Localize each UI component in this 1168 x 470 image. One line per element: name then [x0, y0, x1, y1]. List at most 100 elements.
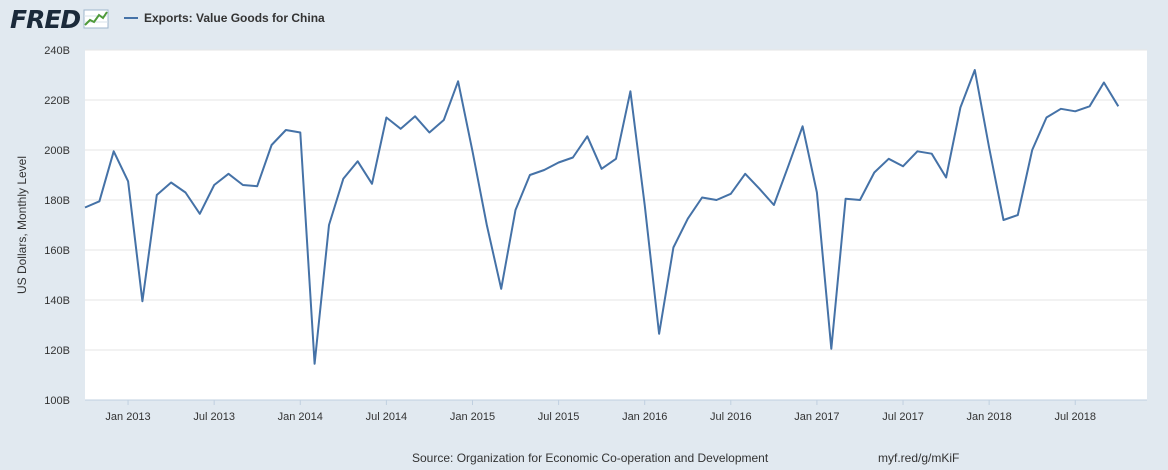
data-point[interactable]: [916, 150, 918, 152]
data-point[interactable]: [830, 348, 832, 350]
data-point[interactable]: [730, 193, 732, 195]
x-ticks: Jan 2013 Jul 2013 Jan 2014 Jul 2014 Jan 2015…: [85, 399, 1147, 423]
data-point[interactable]: [759, 188, 761, 190]
legend-swatch: [124, 17, 138, 19]
fred-graph-icon: [83, 9, 109, 29]
x-tick-label: Jan 2017: [794, 411, 839, 423]
y-tick-labels: 100B 120B 140B 160B 180B 200B 220B 240B: [44, 45, 70, 407]
y-tick-label: 180B: [44, 195, 70, 207]
data-point[interactable]: [471, 150, 473, 152]
data-point[interactable]: [715, 199, 717, 201]
data-point[interactable]: [84, 207, 86, 209]
x-tick-label: Jul 2017: [882, 411, 924, 423]
x-tick-label: Jul 2015: [538, 411, 580, 423]
fred-logo[interactable]: FRED: [10, 4, 109, 34]
data-point[interactable]: [443, 119, 445, 121]
x-tick-label: Jan 2015: [450, 411, 495, 423]
data-point[interactable]: [141, 300, 143, 302]
short-url[interactable]: myf.red/g/mKiF: [878, 451, 960, 465]
data-point[interactable]: [959, 107, 961, 109]
data-point[interactable]: [328, 224, 330, 226]
data-point[interactable]: [184, 192, 186, 194]
data-point[interactable]: [931, 153, 933, 155]
data-point[interactable]: [314, 363, 316, 365]
data-point[interactable]: [1060, 108, 1062, 110]
data-point[interactable]: [543, 169, 545, 171]
data-point[interactable]: [802, 125, 804, 127]
data-point[interactable]: [170, 182, 172, 184]
data-point[interactable]: [199, 213, 201, 215]
x-tick-label: Jan 2013: [105, 411, 150, 423]
data-point[interactable]: [299, 132, 301, 134]
data-point[interactable]: [615, 158, 617, 160]
data-point[interactable]: [256, 185, 258, 187]
data-point[interactable]: [457, 80, 459, 82]
y-tick-label: 220B: [44, 95, 70, 107]
data-point[interactable]: [572, 157, 574, 159]
data-point[interactable]: [228, 173, 230, 175]
data-point[interactable]: [687, 218, 689, 220]
data-point[interactable]: [644, 204, 646, 206]
data-point[interactable]: [658, 333, 660, 335]
data-point[interactable]: [213, 184, 215, 186]
data-point[interactable]: [672, 247, 674, 249]
data-point[interactable]: [385, 117, 387, 119]
x-tick-label: Jan 2018: [967, 411, 1012, 423]
data-point[interactable]: [529, 174, 531, 176]
data-point[interactable]: [1031, 149, 1033, 151]
x-tick-label: Jul 2014: [366, 411, 408, 423]
data-point[interactable]: [701, 197, 703, 199]
y-tick-label: 240B: [44, 45, 70, 57]
data-point[interactable]: [773, 204, 775, 206]
data-point[interactable]: [285, 129, 287, 131]
x-tick-label: Jan 2014: [278, 411, 323, 423]
data-point[interactable]: [428, 132, 430, 134]
data-point[interactable]: [271, 144, 273, 146]
data-point[interactable]: [515, 209, 517, 211]
data-point[interactable]: [357, 160, 359, 162]
data-point[interactable]: [1002, 219, 1004, 221]
data-point[interactable]: [558, 162, 560, 164]
data-point[interactable]: [974, 69, 976, 71]
y-axis-label: US Dollars, Monthly Level: [15, 155, 29, 295]
data-point[interactable]: [342, 178, 344, 180]
data-point[interactable]: [242, 184, 244, 186]
data-point[interactable]: [945, 177, 947, 179]
data-point[interactable]: [414, 115, 416, 117]
data-point[interactable]: [127, 180, 129, 182]
data-point[interactable]: [1089, 105, 1091, 107]
series-line[interactable]: [84, 69, 1120, 365]
y-tick-label: 160B: [44, 245, 70, 257]
data-point[interactable]: [816, 192, 818, 194]
chart-legend: Exports: Value Goods for China: [124, 11, 325, 25]
data-point[interactable]: [873, 172, 875, 174]
y-tick-label: 200B: [44, 145, 70, 157]
chart-header: FRED Exports: Value Goods for China: [0, 0, 1168, 40]
data-point[interactable]: [486, 224, 488, 226]
data-point[interactable]: [113, 150, 115, 152]
data-point[interactable]: [500, 288, 502, 290]
data-point[interactable]: [888, 158, 890, 160]
data-point[interactable]: [156, 194, 158, 196]
data-point[interactable]: [787, 165, 789, 167]
data-point[interactable]: [845, 198, 847, 200]
data-point[interactable]: [98, 200, 100, 202]
data-point[interactable]: [371, 183, 373, 185]
data-point[interactable]: [586, 135, 588, 137]
data-point[interactable]: [629, 90, 631, 92]
series-group: [84, 69, 1120, 365]
data-point[interactable]: [859, 199, 861, 201]
source-note[interactable]: Source: Organization for Economic Co-ope…: [412, 451, 769, 465]
data-point[interactable]: [1017, 214, 1019, 216]
data-point[interactable]: [601, 168, 603, 170]
data-point[interactable]: [1103, 82, 1105, 84]
data-point[interactable]: [902, 165, 904, 167]
data-point[interactable]: [1117, 105, 1119, 107]
data-point[interactable]: [988, 147, 990, 149]
data-point[interactable]: [744, 173, 746, 175]
data-point[interactable]: [1074, 110, 1076, 112]
data-point[interactable]: [1046, 117, 1048, 119]
data-point[interactable]: [400, 128, 402, 130]
fred-logo-text: FRED: [10, 4, 81, 34]
